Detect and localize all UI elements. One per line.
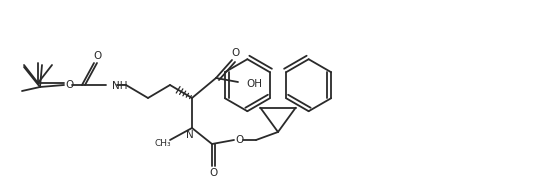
Text: N: N	[186, 130, 194, 140]
Text: O: O	[93, 51, 101, 61]
Text: O: O	[210, 168, 218, 178]
Text: CH₃: CH₃	[155, 139, 172, 149]
Text: O: O	[65, 80, 73, 90]
Text: OH: OH	[246, 79, 262, 89]
Text: O: O	[231, 48, 239, 58]
Text: NH: NH	[112, 81, 128, 91]
Text: O: O	[235, 135, 243, 145]
